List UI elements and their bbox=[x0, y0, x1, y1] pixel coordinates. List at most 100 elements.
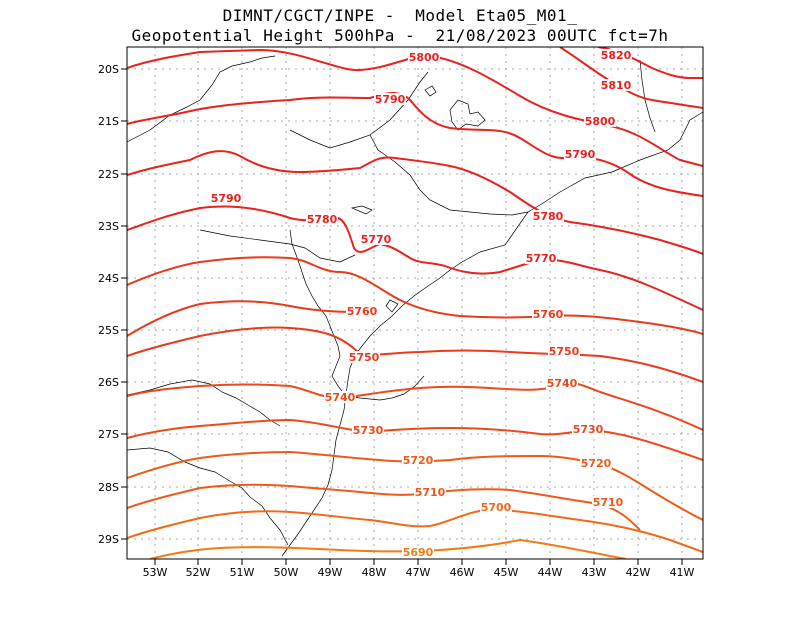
contour-label-5790: 5790 bbox=[565, 148, 596, 161]
contour-labels: 5820 5810 5800 5800 5790 5790 5790 5780 5780 5770… bbox=[210, 49, 632, 559]
border-state-1 bbox=[199, 229, 356, 263]
contour-label-bg bbox=[402, 454, 434, 466]
contour-line-5780 bbox=[127, 150, 703, 255]
contour-label-5750: 5750 bbox=[349, 351, 380, 364]
contour-line-5760 bbox=[127, 300, 356, 337]
coastline-path bbox=[281, 111, 703, 557]
lon-label: 52W bbox=[186, 566, 211, 579]
lon-label: 45W bbox=[494, 566, 519, 579]
map-title-line2: Geopotential Height 500hPa - 21/08/2023 … bbox=[131, 26, 669, 45]
contour-line-5810 bbox=[559, 47, 703, 109]
contour-line-5750 bbox=[127, 326, 703, 383]
contour-line-5770 bbox=[127, 205, 703, 311]
contour-label-bg bbox=[580, 457, 612, 469]
contour-label-bg bbox=[408, 51, 440, 63]
contour-label-bg bbox=[548, 345, 580, 357]
map-title-line1: DIMNT/CGCT/INPE - Model Eta05_M01_ bbox=[222, 6, 578, 25]
contour-label-bg bbox=[480, 501, 512, 513]
lat-label: 24S bbox=[98, 272, 119, 285]
contour-label-bg bbox=[592, 496, 624, 508]
lake-furnas bbox=[449, 99, 486, 131]
contour-label-bg bbox=[348, 351, 380, 363]
lat-label: 28S bbox=[98, 481, 119, 494]
contour-label-bg bbox=[532, 308, 564, 320]
contour-label-bg bbox=[525, 252, 557, 264]
contour-line-5800 bbox=[127, 48, 703, 167]
lat-label: 29S bbox=[98, 533, 119, 546]
contour-label-5690: 5690 bbox=[403, 546, 434, 559]
border-state-2 bbox=[289, 71, 429, 149]
lat-label: 20S bbox=[98, 63, 119, 76]
contour-label-5780: 5780 bbox=[533, 210, 564, 223]
contour-label-bg bbox=[402, 546, 434, 558]
contour-label-5750: 5750 bbox=[549, 345, 580, 358]
border-parana bbox=[289, 229, 347, 397]
border-state-4 bbox=[345, 375, 425, 401]
contour-line-5700 bbox=[127, 508, 703, 553]
contour-label-5700: 5700 bbox=[481, 501, 512, 514]
latitude-labels: 20S 21S 22S 23S 24S 25S 26S 27S 28S 29S bbox=[98, 63, 119, 546]
lon-label: 53W bbox=[143, 566, 168, 579]
lon-label: 49W bbox=[318, 566, 343, 579]
contour-label-bg bbox=[360, 233, 392, 245]
lon-label: 47W bbox=[406, 566, 431, 579]
lat-label: 25S bbox=[98, 324, 119, 337]
contour-label-bg bbox=[346, 305, 378, 317]
contour-label-5810: 5810 bbox=[601, 79, 632, 92]
lagoon bbox=[385, 299, 399, 313]
contour-label-5800: 5800 bbox=[585, 115, 616, 128]
contour-label-bg bbox=[584, 115, 616, 127]
border-state-5 bbox=[639, 59, 656, 133]
contour-label-5780: 5780 bbox=[307, 213, 338, 226]
contour-line-5710 bbox=[127, 483, 641, 531]
contour-label-bg bbox=[600, 49, 632, 61]
lon-label: 41W bbox=[670, 566, 695, 579]
lon-label: 51W bbox=[230, 566, 255, 579]
contour-label-5740: 5740 bbox=[547, 377, 578, 390]
island-coast bbox=[350, 205, 373, 215]
lat-label: 27S bbox=[98, 428, 119, 441]
lat-label: 26S bbox=[98, 376, 119, 389]
contour-label-bg bbox=[352, 424, 384, 436]
lon-label: 43W bbox=[582, 566, 607, 579]
lon-label: 48W bbox=[362, 566, 387, 579]
contour-label-5760: 5760 bbox=[347, 305, 378, 318]
lon-label: 42W bbox=[626, 566, 651, 579]
lat-label: 22S bbox=[98, 168, 119, 181]
contour-label-5740: 5740 bbox=[325, 391, 356, 404]
contour-label-5720: 5720 bbox=[581, 457, 612, 470]
contour-label-5730: 5730 bbox=[573, 423, 604, 436]
contour-label-bg bbox=[324, 391, 356, 403]
contour-label-bg bbox=[414, 486, 446, 498]
contour-line-5690 bbox=[149, 538, 627, 559]
contour-label-5790: 5790 bbox=[375, 93, 406, 106]
map-frame bbox=[126, 46, 704, 560]
contour-label-5720: 5720 bbox=[403, 454, 434, 467]
lon-label: 46W bbox=[450, 566, 475, 579]
height-contours bbox=[127, 47, 703, 559]
lat-label: 23S bbox=[98, 220, 119, 233]
contour-label-bg bbox=[210, 192, 242, 204]
contour-label-5710: 5710 bbox=[415, 486, 446, 499]
contour-label-bg bbox=[532, 210, 564, 222]
lake-small bbox=[424, 85, 437, 97]
contour-line-5760 bbox=[127, 256, 703, 335]
contour-line-5740 bbox=[127, 381, 703, 431]
contour-label-5710: 5710 bbox=[593, 496, 624, 509]
contour-label-5770: 5770 bbox=[526, 252, 557, 265]
contour-label-5790: 5790 bbox=[211, 192, 242, 205]
contour-label-bg bbox=[572, 423, 604, 435]
contour-label-bg bbox=[600, 79, 632, 91]
contour-label-5800: 5800 bbox=[409, 51, 440, 64]
contour-label-bg bbox=[564, 148, 596, 160]
contour-label-5730: 5730 bbox=[353, 424, 384, 437]
contour-label-bg bbox=[546, 377, 578, 389]
border-paraguay bbox=[127, 55, 276, 143]
border-argentina bbox=[127, 379, 281, 427]
lat-label: 21S bbox=[98, 115, 119, 128]
axis-ticks bbox=[121, 68, 683, 565]
contour-label-bg bbox=[306, 213, 338, 225]
longitude-labels: 53W 52W 51W 50W 49W 48W 47W 46W 45W 44W 43W 42W 41W bbox=[143, 566, 695, 579]
border-uruguay bbox=[127, 447, 289, 546]
